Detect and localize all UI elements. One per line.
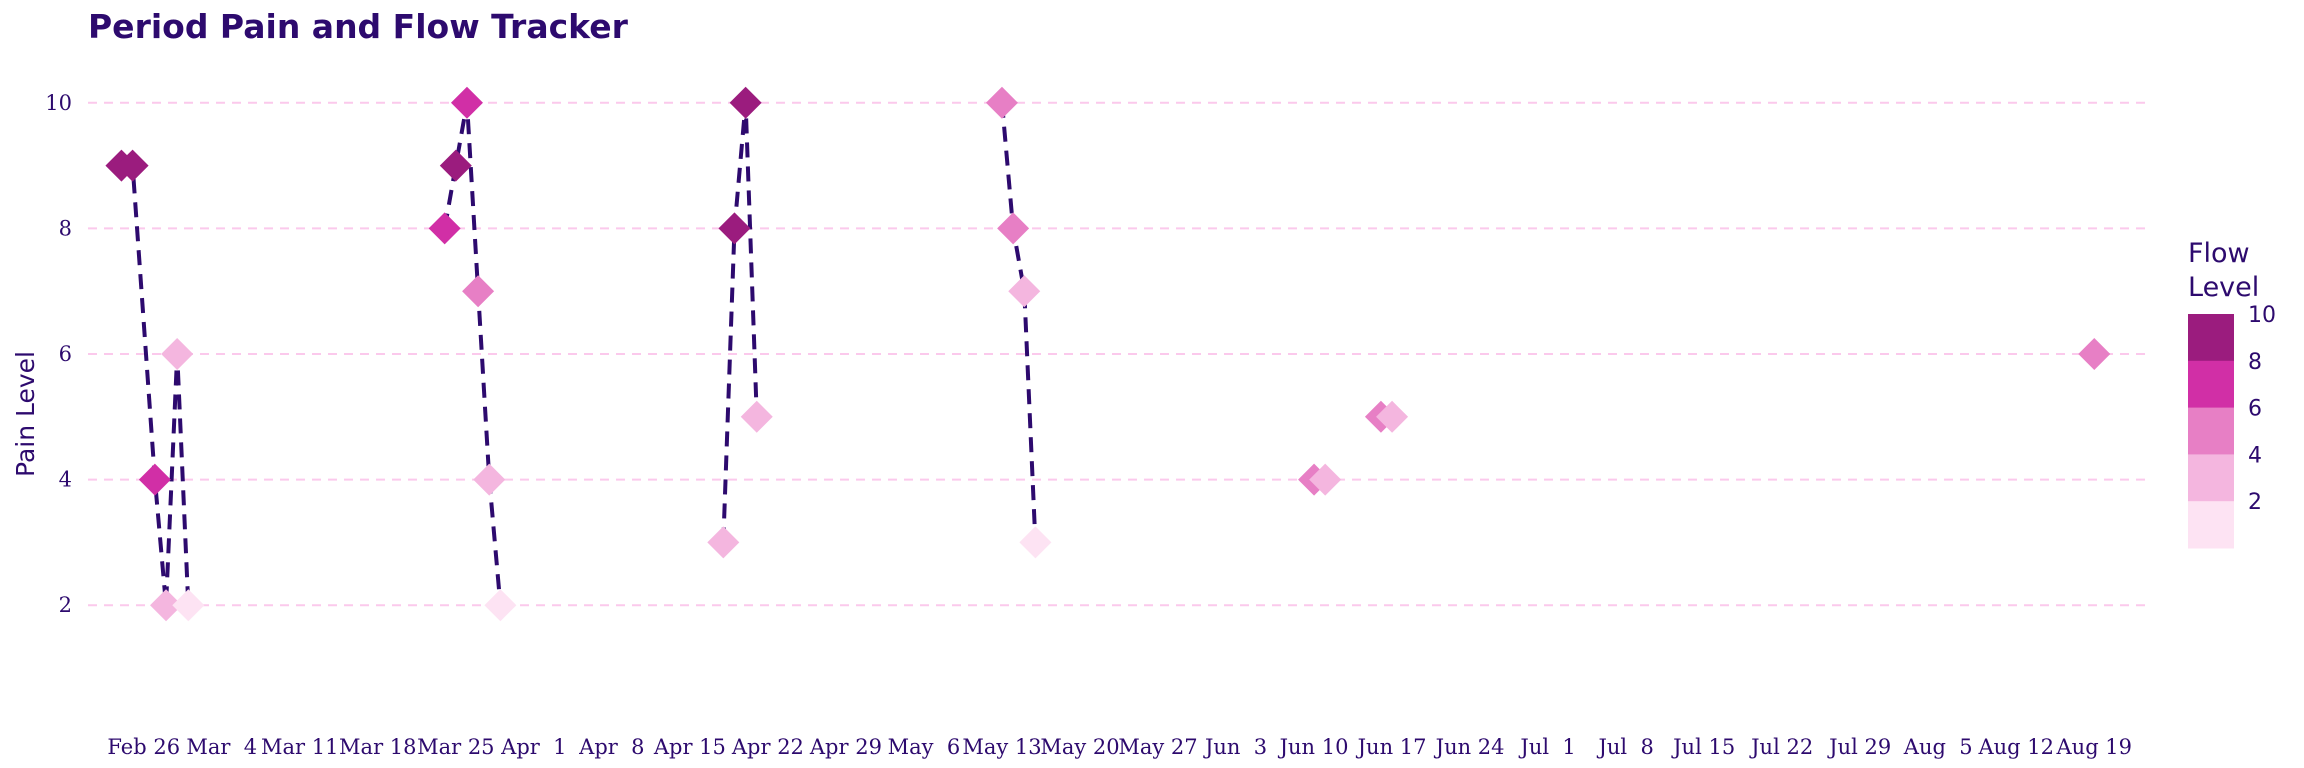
y-axis-ticks: 2 4 6 8 10 (45, 91, 72, 617)
x-tick-label: Apr 8 (578, 735, 644, 759)
x-tick-label: Jun 10 (1278, 735, 1349, 759)
x-tick-label: Aug 12 (1977, 735, 2054, 759)
series-line (121, 163, 191, 608)
y-tick-label: 8 (59, 216, 72, 240)
x-tick-label: Jul 8 (1596, 735, 1653, 759)
data-point (484, 589, 517, 622)
x-tick-label: May 20 (1040, 735, 1119, 759)
x-tick-label: Jun 3 (1203, 735, 1267, 759)
x-tick-label: Jul 15 (1671, 735, 1735, 759)
x-tick-label: Apr 15 (653, 735, 726, 759)
legend-tick-label: 2 (2248, 490, 2262, 515)
legend: Flow Level 10 8 6 4 2 (2188, 238, 2276, 549)
legend-tick-label: 4 (2248, 443, 2262, 468)
data-points (105, 86, 2111, 622)
x-tick-label: May 13 (962, 735, 1041, 759)
data-point (718, 212, 751, 245)
legend-swatch (2188, 501, 2234, 549)
legend-tick-label: 10 (2248, 303, 2276, 328)
x-tick-label: Mar 11 (261, 735, 338, 759)
data-point (2078, 338, 2111, 370)
chart-title: Period Pain and Flow Tracker (88, 7, 629, 46)
x-tick-label: Apr 29 (809, 735, 882, 759)
y-tick-label: 6 (59, 342, 72, 366)
data-point (729, 86, 762, 119)
legend-title: Flow (2188, 238, 2250, 269)
data-point (439, 149, 472, 182)
data-point (1008, 275, 1041, 308)
x-tick-label: Jul 1 (1518, 735, 1575, 759)
data-point (450, 86, 483, 119)
x-tick-label: Jul 29 (1827, 735, 1891, 759)
data-point (997, 212, 1030, 245)
data-point (462, 275, 495, 308)
data-point (138, 463, 171, 496)
x-tick-label: Mar 4 (186, 735, 257, 759)
data-point (1309, 463, 1342, 496)
x-tick-label: Mar 25 (417, 735, 494, 759)
legend-swatch (2188, 314, 2234, 362)
data-point (116, 149, 149, 182)
data-point (150, 589, 183, 622)
y-tick-label: 2 (59, 593, 72, 617)
legend-tick-label: 6 (2248, 397, 2262, 422)
legend-tick-label: 8 (2248, 350, 2262, 375)
x-tick-label: Feb 26 (107, 735, 180, 759)
legend-swatch (2188, 407, 2234, 455)
data-point (172, 589, 205, 622)
y-tick-label: 4 (59, 468, 72, 492)
x-tick-label: Aug 19 (2056, 735, 2133, 759)
series-line (721, 100, 759, 543)
x-tick-label: Apr 22 (731, 735, 804, 759)
series-line (1000, 102, 1038, 543)
x-tick-label: Jun 24 (1434, 735, 1505, 759)
x-axis-ticks: Feb 26 Mar 4 Mar 11 Mar 18 Mar 25 Apr 1 Apr 8 A… (107, 735, 2132, 759)
x-tick-label: Jun 17 (1356, 735, 1427, 759)
x-tick-label: Aug 5 (1903, 735, 1973, 759)
x-tick-label: Jul 22 (1749, 735, 1813, 759)
legend-swatch (2188, 360, 2234, 409)
x-tick-label: May 6 (888, 735, 961, 759)
data-point (428, 212, 461, 245)
x-tick-label: May 27 (1118, 735, 1197, 759)
data-point (473, 463, 506, 496)
data-point (1019, 526, 1052, 559)
data-point (161, 338, 194, 370)
x-tick-label: Apr 1 (500, 735, 566, 759)
legend-swatch (2188, 454, 2234, 502)
data-point (1376, 400, 1409, 433)
y-axis-label: Pain Level (11, 351, 40, 477)
legend-title-line-2: Level (2188, 272, 2259, 303)
data-point (740, 400, 773, 433)
x-tick-label: Mar 18 (339, 735, 416, 759)
grid (88, 101, 2150, 607)
data-point (985, 86, 1018, 119)
y-tick-label: 10 (45, 91, 72, 115)
data-point (707, 526, 740, 559)
